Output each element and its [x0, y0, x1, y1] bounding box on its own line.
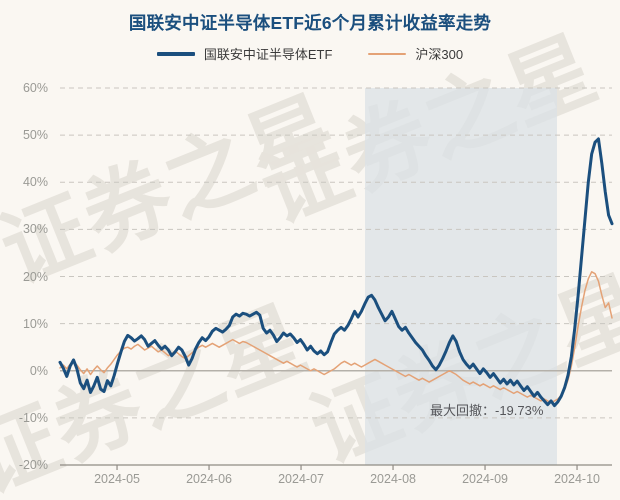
- chart-legend: 国联安中证半导体ETF 沪深300: [0, 44, 620, 63]
- y-axis-tick-label: 60%: [22, 81, 48, 95]
- x-axis-tick-label: 2024-09: [462, 472, 508, 486]
- y-axis-tick-label: -20%: [18, 458, 48, 472]
- y-axis-tick-label: 50%: [22, 128, 48, 143]
- y-axis-tick-label: 0%: [29, 363, 48, 378]
- data-series-group: [58, 137, 614, 408]
- legend-swatch-etf: [156, 51, 195, 56]
- x-axis-tick-label: 2024-10: [554, 472, 600, 486]
- y-axis-tick-label: 40%: [22, 175, 48, 190]
- y-axis-tick-label: 20%: [22, 269, 48, 284]
- y-axis-tick-label: 30%: [22, 222, 48, 237]
- max-drawdown-annotation: 最大回撤：-19.73%: [430, 403, 544, 418]
- x-axis-tick-label: 2024-07: [278, 472, 324, 486]
- legend-item-etf[interactable]: 国联安中证半导体ETF: [156, 44, 333, 63]
- legend-label-hs300: 沪深300: [415, 47, 464, 62]
- y-axis-tick-label: 10%: [22, 316, 48, 331]
- x-axis-tick-label: 2024-06: [186, 472, 232, 486]
- axis-lines: [60, 369, 612, 470]
- chart-title: 国联安中证半导体ETF近6个月累计收益率走势: [128, 13, 492, 33]
- legend-swatch-hs300: [368, 52, 407, 55]
- grid-lines: [60, 87, 612, 419]
- x-axis-tick-label: 2024-08: [370, 472, 416, 486]
- legend-item-hs300[interactable]: 沪深300: [368, 44, 463, 63]
- x-axis-tick-label: 2024-05: [94, 472, 140, 486]
- y-axis-tick-label: -10%: [18, 410, 48, 425]
- legend-label-etf: 国联安中证半导体ETF: [203, 47, 333, 62]
